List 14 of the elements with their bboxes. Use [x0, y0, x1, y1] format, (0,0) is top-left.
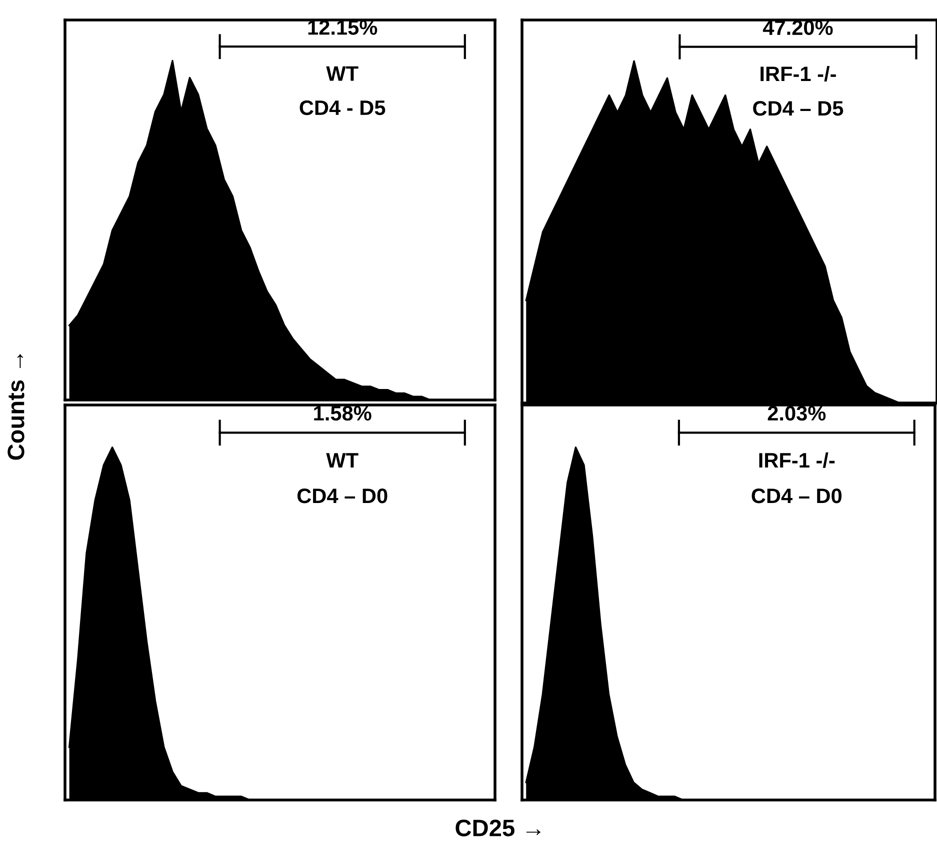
annotation: CD4 – D0 [752, 488, 842, 504]
text: 47.20% [762, 20, 833, 36]
annotation: IRF-1 -/- [759, 452, 835, 468]
annotation: WT [326, 66, 358, 81]
x-axis-title: CD25 → [456, 820, 540, 836]
text: 2.03% [768, 406, 826, 421]
text: 12.15% [308, 20, 378, 35]
text: 1.58% [314, 406, 372, 421]
annotation: CD4 - D5 [300, 100, 386, 116]
annotation: CD4 – D5 [753, 100, 844, 116]
annotation: IRF-1 -/- [760, 66, 836, 82]
y-axis-title: Counts → [8, 354, 24, 460]
annotation: CD4 – D0 [297, 488, 388, 504]
annotation: WT [326, 453, 358, 468]
